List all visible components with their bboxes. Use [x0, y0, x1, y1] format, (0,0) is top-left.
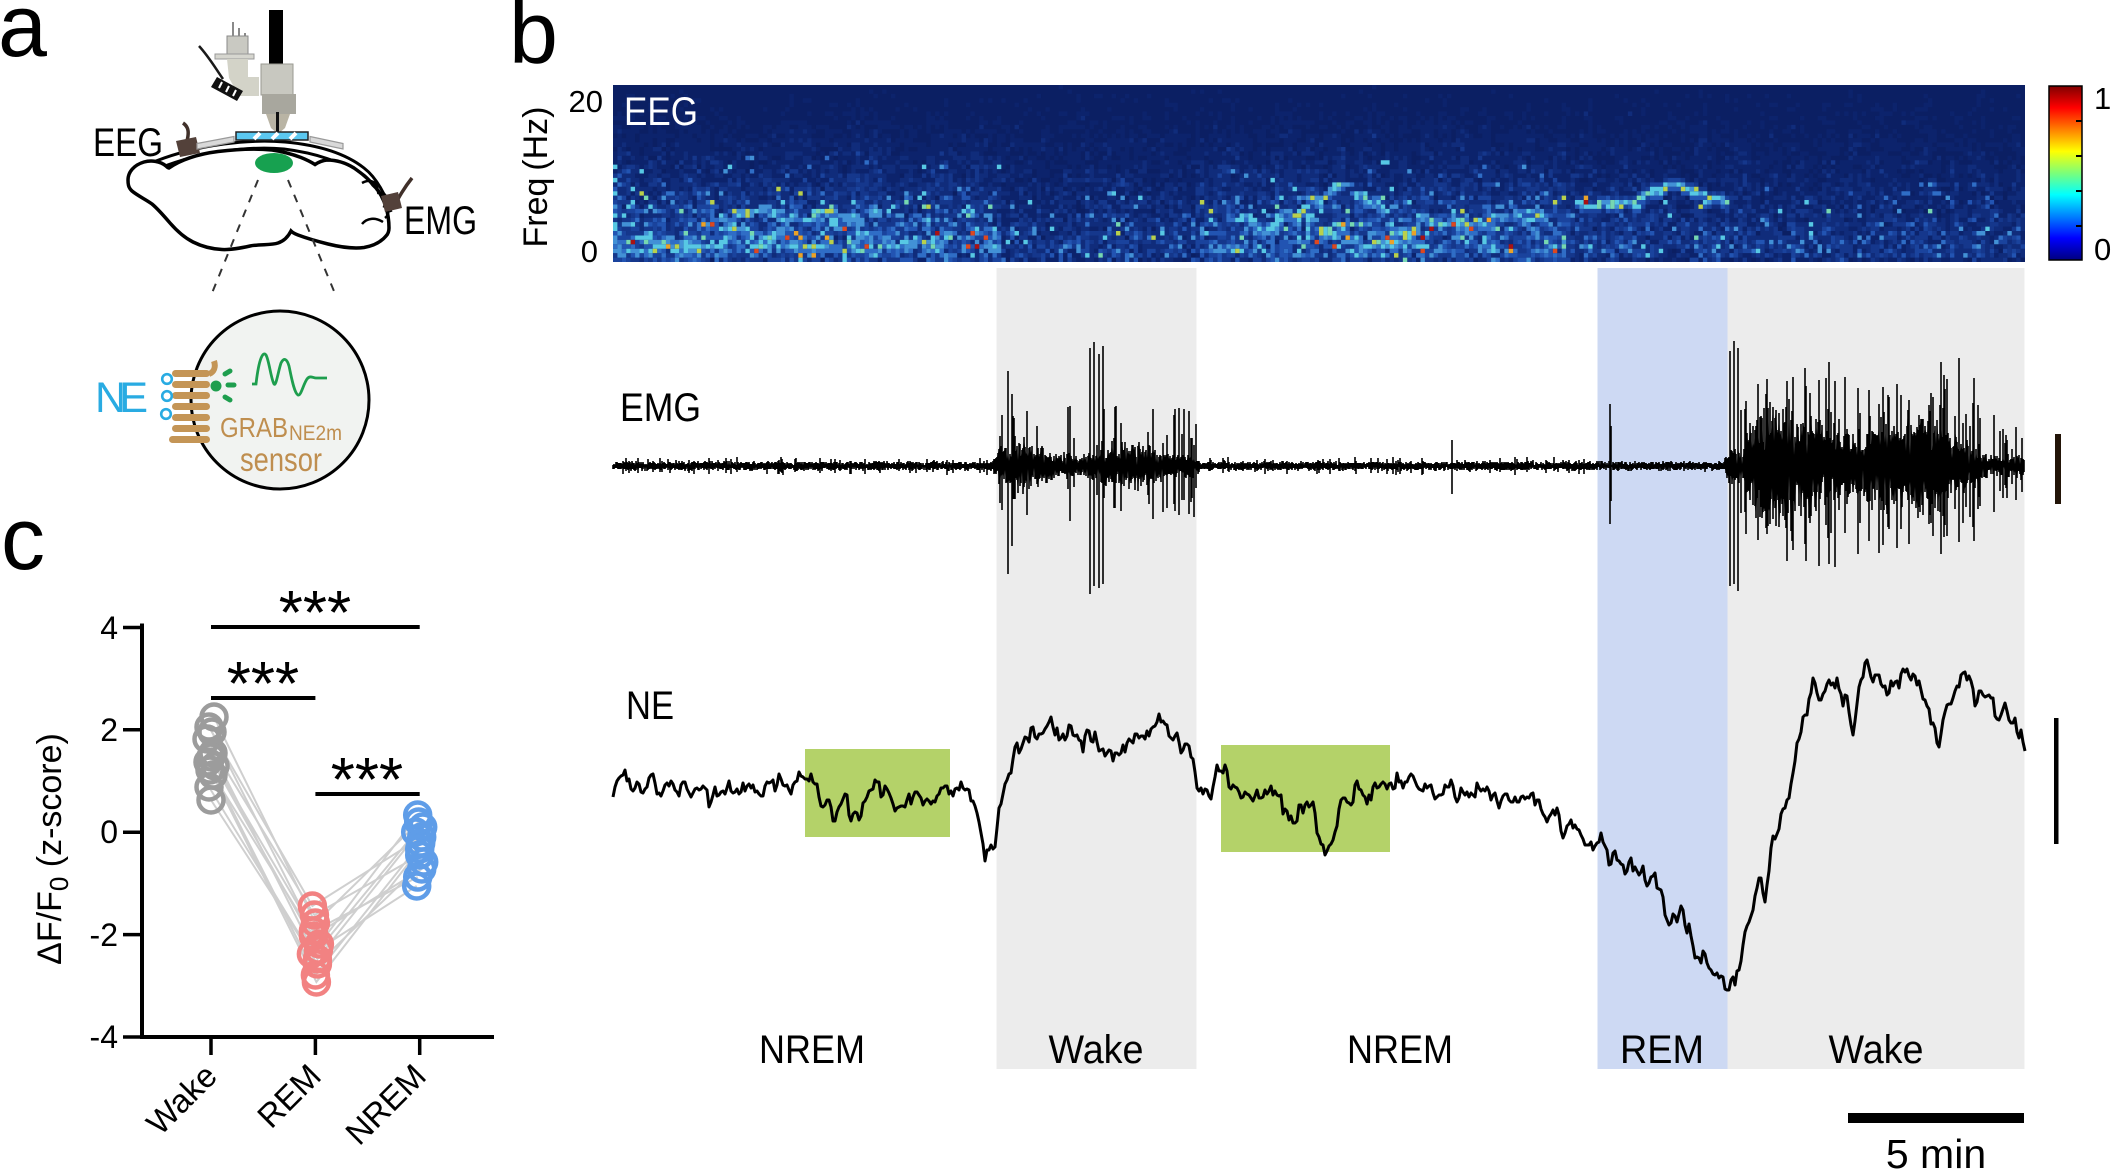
svg-text:a: a: [0, 0, 47, 75]
svg-text:***: ***: [227, 650, 299, 719]
svg-text:-2: -2: [90, 917, 118, 953]
svg-text:Wake: Wake: [1049, 1028, 1144, 1072]
svg-text:EMG: EMG: [620, 386, 701, 430]
svg-text:REM: REM: [1620, 1028, 1704, 1072]
svg-text:NREM: NREM: [1347, 1028, 1453, 1072]
svg-text:***: ***: [279, 579, 351, 648]
svg-text:-4: -4: [90, 1019, 118, 1055]
svg-text:EMG: EMG: [404, 199, 477, 243]
svg-text:NE: NE: [626, 684, 674, 728]
svg-text:20: 20: [569, 84, 603, 119]
svg-text:c: c: [1, 489, 45, 588]
svg-text:0: 0: [100, 814, 118, 850]
svg-text:0: 0: [581, 234, 598, 269]
svg-text:EEG: EEG: [93, 121, 163, 165]
svg-text:5 min: 5 min: [1886, 1131, 1986, 1170]
svg-text:ΔF/F0 (z-score): ΔF/F0 (z-score): [31, 733, 74, 965]
svg-text:NE2m: NE2m: [289, 422, 342, 445]
svg-text:***: ***: [331, 746, 403, 815]
svg-text:2: 2: [100, 712, 118, 748]
svg-text:EEG: EEG: [624, 90, 698, 134]
svg-text:GRAB: GRAB: [220, 412, 288, 443]
svg-text:1: 1: [2094, 81, 2111, 116]
svg-text:NE: NE: [95, 374, 148, 422]
svg-text:Freq (Hz): Freq (Hz): [517, 107, 555, 248]
svg-text:4: 4: [100, 610, 118, 646]
svg-text:NREM: NREM: [759, 1028, 865, 1072]
svg-text:Wake: Wake: [1829, 1028, 1924, 1072]
svg-text:sensor: sensor: [240, 441, 322, 478]
svg-text:0: 0: [2094, 232, 2111, 267]
svg-text:b: b: [509, 0, 558, 82]
